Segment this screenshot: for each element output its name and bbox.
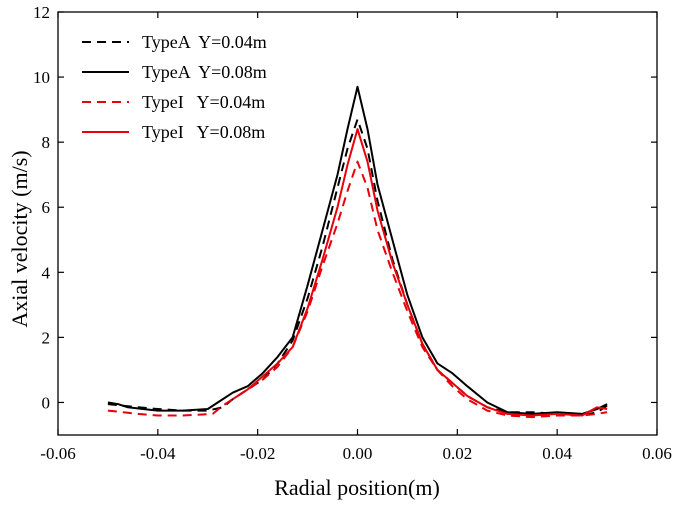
x-tick-label: -0.04 (140, 444, 176, 463)
x-tick-label: 0.06 (642, 444, 672, 463)
y-tick-label: 0 (42, 393, 51, 412)
y-tick-label: 4 (42, 263, 51, 282)
y-tick-label: 8 (42, 133, 51, 152)
y-tick-label: 6 (42, 198, 51, 217)
series-layer (107, 85, 608, 419)
x-tick-label: -0.06 (40, 444, 75, 463)
axis-ticks: -0.06 -0.04 -0.02 0.00 0.02 0.04 0.06 0 2 4 6 8 10 12 (33, 3, 672, 463)
x-tick-label: 0.02 (442, 444, 472, 463)
series-line-3 (107, 160, 608, 419)
legend-label-2: TypeA Y=0.08m (142, 62, 267, 82)
series-line-2 (107, 85, 608, 415)
y-axis-title: Axial velocity (m/s) (7, 150, 32, 327)
legend-label-1: TypeA Y=0.04m (142, 32, 267, 52)
x-tick-label: 0.04 (542, 444, 572, 463)
x-tick-label: -0.02 (240, 444, 275, 463)
y-tick-label: 2 (42, 328, 51, 347)
y-tick-label: 12 (33, 3, 50, 22)
series-line-4 (232, 128, 608, 417)
legend-label-3: TypeI Y=0.04m (142, 92, 265, 112)
y-tick-label: 10 (33, 68, 50, 87)
x-axis-title: Radial position(m) (274, 475, 440, 500)
x-tick-label: 0.00 (343, 444, 373, 463)
legend-label-4: TypeI Y=0.08m (142, 122, 265, 142)
legend: TypeA Y=0.04m TypeA Y=0.08m TypeI Y=0.04m T… (82, 32, 267, 142)
